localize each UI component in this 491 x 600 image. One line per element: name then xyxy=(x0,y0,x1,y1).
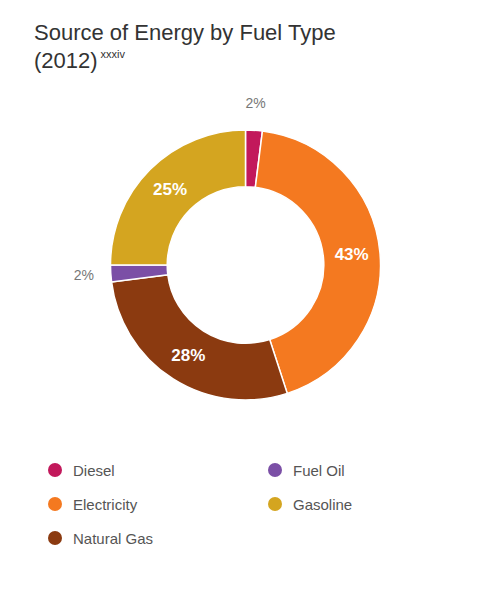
legend-swatch xyxy=(268,497,282,511)
data-label: 2% xyxy=(74,267,94,283)
legend-swatch xyxy=(48,497,62,511)
data-label: 28% xyxy=(171,346,205,365)
subtitle: (2012) xyxy=(34,48,98,73)
data-label: 43% xyxy=(335,245,369,264)
slice xyxy=(112,275,288,400)
legend: Diesel Electricity Natural Gas Fuel Oil Gaso… xyxy=(48,462,352,547)
chart: Source of Energy by Fuel Type (2012)xxxiv… xyxy=(0,0,491,600)
legend-entry: Diesel xyxy=(73,462,115,479)
legend-entry: Electricity xyxy=(73,496,138,513)
slice xyxy=(111,265,168,282)
donut xyxy=(111,130,381,400)
title: Source of Energy by Fuel Type xyxy=(34,20,336,45)
slice xyxy=(111,130,246,265)
annotation: xxxiv xyxy=(101,48,126,60)
data-label: 25% xyxy=(153,180,187,199)
legend-entry: Natural Gas xyxy=(73,530,153,547)
legend-swatch xyxy=(268,463,282,477)
legend-entry: Gasoline xyxy=(293,496,352,513)
legend-swatch xyxy=(48,463,62,477)
data-label: 2% xyxy=(246,95,266,111)
legend-entry: Fuel Oil xyxy=(293,462,345,479)
data-labels: 2% 43% 28% 2% 25% xyxy=(74,95,369,364)
legend-swatch xyxy=(48,531,62,545)
